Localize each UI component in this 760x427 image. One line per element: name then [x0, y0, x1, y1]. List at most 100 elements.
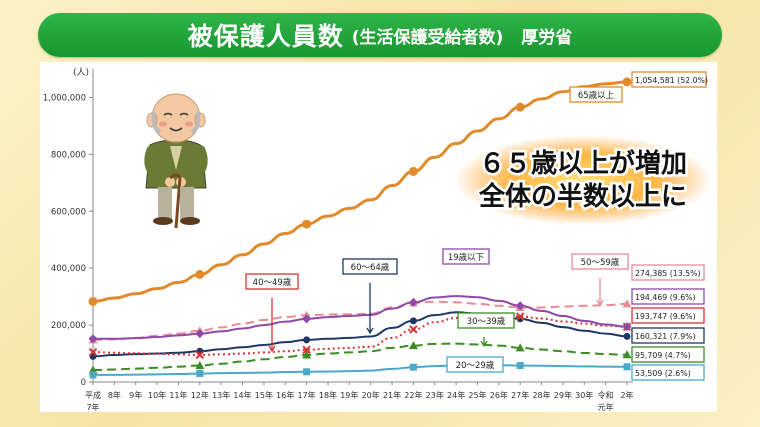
series-label-box: [342, 258, 398, 275]
data-point: [195, 329, 205, 339]
series-label-box: [446, 356, 504, 373]
x-tick-label: 12年: [191, 390, 209, 400]
x-tick-label: 26年: [490, 390, 508, 400]
data-point: [409, 325, 418, 334]
series-label-box: [245, 273, 299, 290]
series-line: [93, 295, 628, 340]
data-point: [623, 363, 631, 371]
end-value-label: 193,747 (9.6%): [635, 312, 696, 321]
end-value-box: [631, 307, 705, 324]
end-value-label: 1,054,581 (52.0%): [635, 76, 708, 85]
end-value-label: 160,321 (7.9%): [635, 332, 696, 341]
series-label: 40〜49歳: [253, 277, 292, 288]
series-label-arrow: [480, 337, 488, 348]
x-tick-label: 23年: [426, 390, 444, 400]
y-tick-label: 400,000: [51, 264, 86, 274]
data-point: [302, 219, 312, 229]
series-line: [92, 342, 628, 372]
x-tick-label: 2年: [620, 390, 633, 400]
title-banner: 被保護人員数 (生活保護受給者数) 厚労省: [38, 13, 722, 57]
data-point: [516, 361, 524, 369]
series-label: 20〜29歳: [456, 360, 495, 371]
x-tick-label: 14年: [233, 390, 251, 400]
callout-line1: ６５歳以上が増加: [479, 148, 687, 179]
data-point: [195, 350, 205, 360]
x-tick-label: 20年: [362, 390, 380, 400]
data-point: [622, 350, 632, 359]
end-value-label: 53,509 (2.6%): [635, 369, 691, 378]
data-point: [88, 347, 98, 357]
page-subtitle: (生活保護受給者数): [351, 27, 504, 48]
x-tick-label: 28年: [532, 390, 550, 400]
data-point: [408, 297, 418, 307]
series-line: [92, 300, 628, 341]
x-tick-label: 22年: [404, 390, 422, 400]
series-label: 65歳以上: [578, 90, 615, 101]
x-tick-label: 8年: [108, 390, 121, 400]
data-point: [196, 369, 204, 377]
data-point: [515, 102, 525, 112]
data-point: [302, 314, 312, 324]
series-label-arrow: [596, 278, 604, 307]
series-label-box: [442, 248, 490, 265]
x-tick-label: 30年: [575, 390, 593, 400]
x-tick-label: 9年: [129, 390, 142, 400]
series-layer: [88, 77, 632, 379]
series-line: [93, 364, 628, 376]
x-tick-label: 平成: [85, 390, 101, 400]
data-point: [409, 363, 417, 371]
end-value-box: [631, 71, 707, 88]
data-point: [408, 341, 418, 350]
data-point: [622, 299, 632, 308]
series-line: [92, 80, 628, 303]
x-tick-label-line2: 元年: [598, 402, 614, 412]
data-point: [303, 336, 311, 344]
series-label-box: [457, 312, 515, 329]
data-point: [623, 332, 631, 340]
x-tick-label: 21年: [383, 390, 401, 400]
data-point: [88, 334, 98, 344]
series-label-box: [571, 253, 629, 270]
series-label: 50〜59歳: [581, 257, 620, 268]
x-tick-label: 17年: [298, 390, 316, 400]
x-tick-label: 19年: [340, 390, 358, 400]
data-point: [622, 322, 632, 332]
data-point: [515, 301, 525, 311]
data-point: [409, 317, 417, 325]
data-point: [622, 77, 632, 87]
end-value-box: [631, 364, 705, 381]
y-tick-label: 0: [81, 378, 86, 388]
data-point: [408, 166, 418, 176]
series-label: 19歳以下: [448, 252, 485, 263]
x-tick-label: 11年: [169, 390, 187, 400]
data-point: [195, 360, 205, 369]
data-point: [195, 269, 205, 279]
x-tick-label-line2: 7年: [86, 402, 99, 412]
x-tick-label: 29年: [554, 390, 572, 400]
callout-line2: 全体の半数以上に: [478, 181, 687, 212]
data-point: [303, 368, 311, 376]
y-tick-label: 600,000: [51, 207, 86, 217]
page-title: 被保護人員数: [187, 22, 344, 51]
end-value-box: [631, 327, 705, 344]
callout: ６５歳以上が増加 全体の半数以上に: [455, 135, 711, 225]
x-tick-label: 24年: [447, 390, 465, 400]
data-point: [515, 312, 525, 321]
data-point: [302, 345, 311, 355]
y-tick-label: 200,000: [51, 321, 86, 331]
x-tick-label: 13年: [212, 390, 230, 400]
x-tick-label: 18年: [319, 390, 337, 400]
x-tick-label: 25年: [468, 390, 486, 400]
series-line: [92, 311, 628, 358]
series-label: 30〜39歳: [467, 316, 506, 327]
data-point: [88, 296, 98, 306]
x-tick-label: 16年: [276, 390, 294, 400]
y-unit-label: (人): [73, 67, 89, 78]
end-value-label: 194,469 (9.6%): [635, 293, 696, 302]
source-label: 厚労省: [521, 27, 573, 48]
data-point: [302, 350, 312, 359]
series-label: 60〜64歳: [351, 262, 390, 273]
series-label-arrow: [268, 298, 276, 353]
series-label-arrow: [366, 283, 374, 335]
x-tick-label: 27年: [511, 390, 529, 400]
